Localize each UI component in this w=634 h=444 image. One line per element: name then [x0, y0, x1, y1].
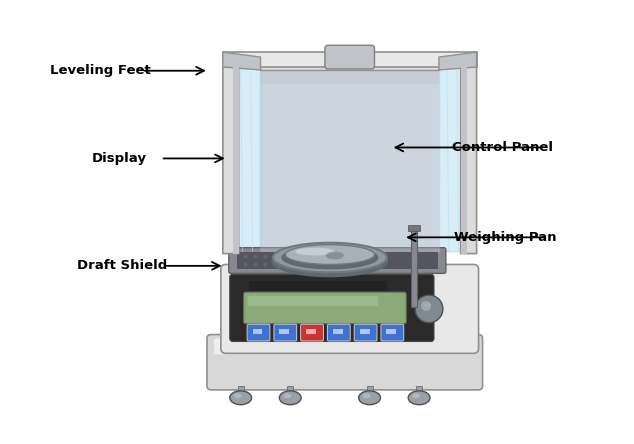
Polygon shape [439, 57, 469, 252]
Polygon shape [261, 62, 439, 252]
Bar [366, 386, 373, 394]
FancyBboxPatch shape [243, 292, 406, 324]
Ellipse shape [254, 262, 257, 266]
Ellipse shape [363, 393, 370, 398]
Text: Control Panel: Control Panel [452, 141, 553, 154]
Ellipse shape [326, 252, 344, 260]
FancyBboxPatch shape [229, 248, 446, 274]
Bar [416, 386, 422, 394]
Bar [238, 386, 243, 394]
Polygon shape [261, 57, 439, 70]
Ellipse shape [271, 246, 389, 278]
Text: Display: Display [91, 152, 146, 165]
Ellipse shape [295, 248, 335, 256]
Bar [236, 252, 438, 270]
Polygon shape [461, 57, 467, 254]
Polygon shape [439, 52, 477, 70]
Polygon shape [231, 57, 261, 252]
Ellipse shape [280, 391, 301, 404]
Bar [359, 329, 370, 333]
Text: Leveling Feet: Leveling Feet [50, 64, 150, 77]
Ellipse shape [254, 254, 257, 258]
FancyBboxPatch shape [381, 324, 404, 341]
Bar [287, 386, 293, 394]
Bar [386, 329, 396, 333]
FancyBboxPatch shape [247, 324, 270, 341]
Ellipse shape [359, 391, 380, 404]
Ellipse shape [408, 391, 430, 404]
FancyBboxPatch shape [221, 265, 479, 353]
Polygon shape [233, 57, 238, 254]
FancyBboxPatch shape [301, 324, 323, 341]
Bar [280, 329, 289, 333]
Bar [411, 228, 417, 307]
Ellipse shape [421, 301, 431, 311]
Polygon shape [223, 52, 238, 254]
FancyBboxPatch shape [207, 335, 482, 390]
FancyBboxPatch shape [230, 274, 434, 341]
FancyBboxPatch shape [274, 324, 297, 341]
Bar [306, 329, 316, 333]
Ellipse shape [281, 246, 378, 270]
Bar [249, 281, 387, 291]
Polygon shape [461, 52, 477, 254]
Ellipse shape [285, 245, 375, 265]
Ellipse shape [412, 393, 420, 398]
FancyBboxPatch shape [325, 45, 375, 69]
Ellipse shape [415, 295, 443, 323]
FancyBboxPatch shape [214, 338, 476, 354]
FancyBboxPatch shape [327, 324, 350, 341]
Ellipse shape [283, 393, 291, 398]
FancyBboxPatch shape [248, 296, 378, 306]
Ellipse shape [264, 262, 268, 266]
Ellipse shape [273, 243, 387, 272]
Polygon shape [223, 52, 477, 67]
Ellipse shape [243, 254, 248, 258]
Bar [333, 329, 343, 333]
Text: Draft Shield: Draft Shield [77, 259, 167, 272]
Ellipse shape [264, 254, 268, 258]
Polygon shape [261, 84, 439, 252]
Ellipse shape [243, 262, 248, 266]
Polygon shape [223, 52, 261, 70]
Ellipse shape [230, 391, 252, 404]
Bar [252, 329, 262, 333]
Bar [408, 225, 420, 231]
Ellipse shape [234, 393, 242, 398]
Text: Weighing Pan: Weighing Pan [455, 231, 557, 244]
FancyBboxPatch shape [354, 324, 377, 341]
